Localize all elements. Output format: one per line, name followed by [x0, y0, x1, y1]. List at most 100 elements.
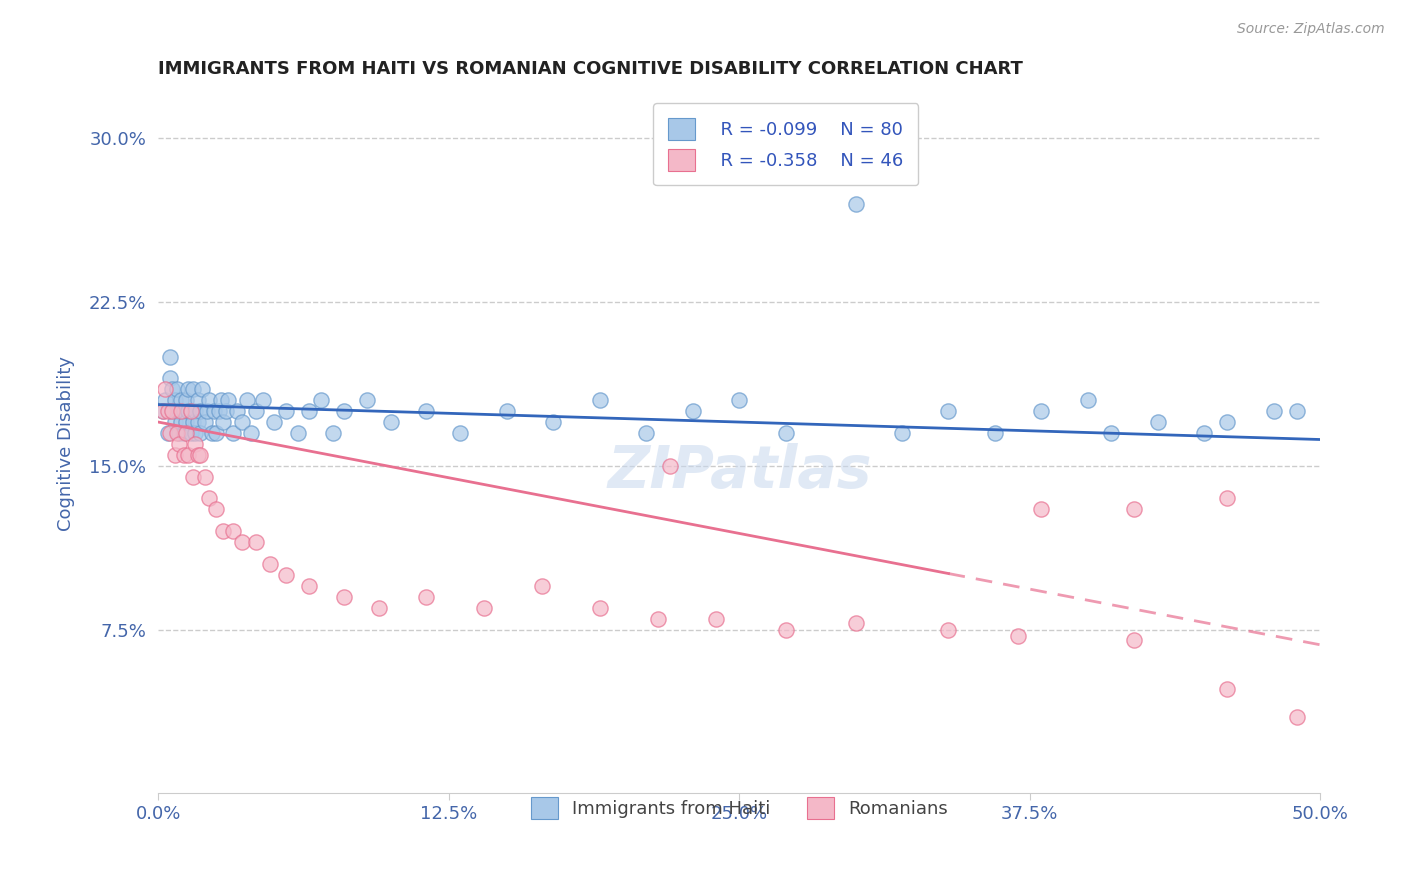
- Point: [177, 382, 200, 396]
- Y-axis label: Cognitive Disability: Cognitive Disability: [58, 357, 75, 532]
- Point: [1007, 629, 1029, 643]
- Point: [298, 404, 321, 418]
- Point: [226, 404, 249, 418]
- Point: [188, 448, 211, 462]
- Point: [167, 425, 190, 440]
- Point: [188, 404, 211, 418]
- Point: [1031, 502, 1053, 516]
- Point: [530, 579, 553, 593]
- Text: ZIPatlas: ZIPatlas: [607, 443, 872, 500]
- Point: [938, 623, 960, 637]
- Point: [212, 524, 235, 539]
- Point: [174, 393, 197, 408]
- Point: [589, 600, 612, 615]
- Point: [333, 404, 356, 418]
- Point: [356, 393, 378, 408]
- Point: [188, 425, 211, 440]
- Point: [177, 404, 200, 418]
- Point: [245, 404, 267, 418]
- Point: [984, 425, 1007, 440]
- Point: [1123, 502, 1146, 516]
- Point: [180, 404, 202, 418]
- Point: [159, 350, 181, 364]
- Point: [647, 612, 669, 626]
- Point: [177, 448, 200, 462]
- Point: [170, 393, 193, 408]
- Point: [274, 568, 297, 582]
- Point: [201, 425, 224, 440]
- Point: [156, 425, 179, 440]
- Point: [159, 371, 181, 385]
- Point: [844, 615, 866, 630]
- Point: [263, 415, 285, 429]
- Point: [496, 404, 519, 418]
- Point: [198, 491, 221, 506]
- Point: [1216, 491, 1239, 506]
- Point: [543, 415, 565, 429]
- Point: [235, 393, 257, 408]
- Point: [205, 425, 228, 440]
- Point: [844, 196, 866, 211]
- Point: [170, 415, 193, 429]
- Point: [1077, 393, 1099, 408]
- Point: [636, 425, 658, 440]
- Point: [167, 437, 190, 451]
- Point: [163, 415, 186, 429]
- Point: [231, 535, 253, 549]
- Point: [174, 425, 197, 440]
- Point: [231, 415, 253, 429]
- Point: [209, 393, 232, 408]
- Point: [167, 404, 190, 418]
- Point: [180, 404, 202, 418]
- Point: [184, 425, 207, 440]
- Point: [589, 393, 612, 408]
- Point: [259, 557, 281, 571]
- Point: [1123, 633, 1146, 648]
- Point: [240, 425, 263, 440]
- Point: [184, 404, 207, 418]
- Text: Source: ZipAtlas.com: Source: ZipAtlas.com: [1237, 22, 1385, 37]
- Point: [274, 404, 297, 418]
- Point: [191, 382, 214, 396]
- Point: [163, 393, 186, 408]
- Point: [163, 448, 186, 462]
- Point: [198, 393, 221, 408]
- Point: [472, 600, 495, 615]
- Point: [187, 448, 209, 462]
- Point: [252, 393, 274, 408]
- Point: [205, 502, 228, 516]
- Point: [1146, 415, 1168, 429]
- Point: [166, 382, 188, 396]
- Point: [155, 393, 177, 408]
- Point: [322, 425, 344, 440]
- Point: [309, 393, 332, 408]
- Point: [221, 524, 243, 539]
- Point: [415, 404, 437, 418]
- Point: [181, 469, 204, 483]
- Point: [202, 404, 225, 418]
- Point: [170, 404, 193, 418]
- Point: [415, 590, 437, 604]
- Point: [728, 393, 751, 408]
- Point: [245, 535, 267, 549]
- Point: [704, 612, 727, 626]
- Point: [1216, 681, 1239, 696]
- Point: [180, 425, 202, 440]
- Point: [1286, 404, 1309, 418]
- Point: [1263, 404, 1285, 418]
- Point: [449, 425, 471, 440]
- Point: [174, 415, 197, 429]
- Point: [160, 382, 183, 396]
- Legend: Immigrants from Haiti, Romanians: Immigrants from Haiti, Romanians: [516, 782, 962, 833]
- Point: [682, 404, 704, 418]
- Point: [380, 415, 402, 429]
- Point: [187, 415, 209, 429]
- Point: [194, 415, 217, 429]
- Point: [333, 590, 356, 604]
- Point: [159, 425, 181, 440]
- Point: [287, 425, 309, 440]
- Point: [152, 404, 174, 418]
- Point: [160, 404, 183, 418]
- Point: [368, 600, 391, 615]
- Point: [1216, 415, 1239, 429]
